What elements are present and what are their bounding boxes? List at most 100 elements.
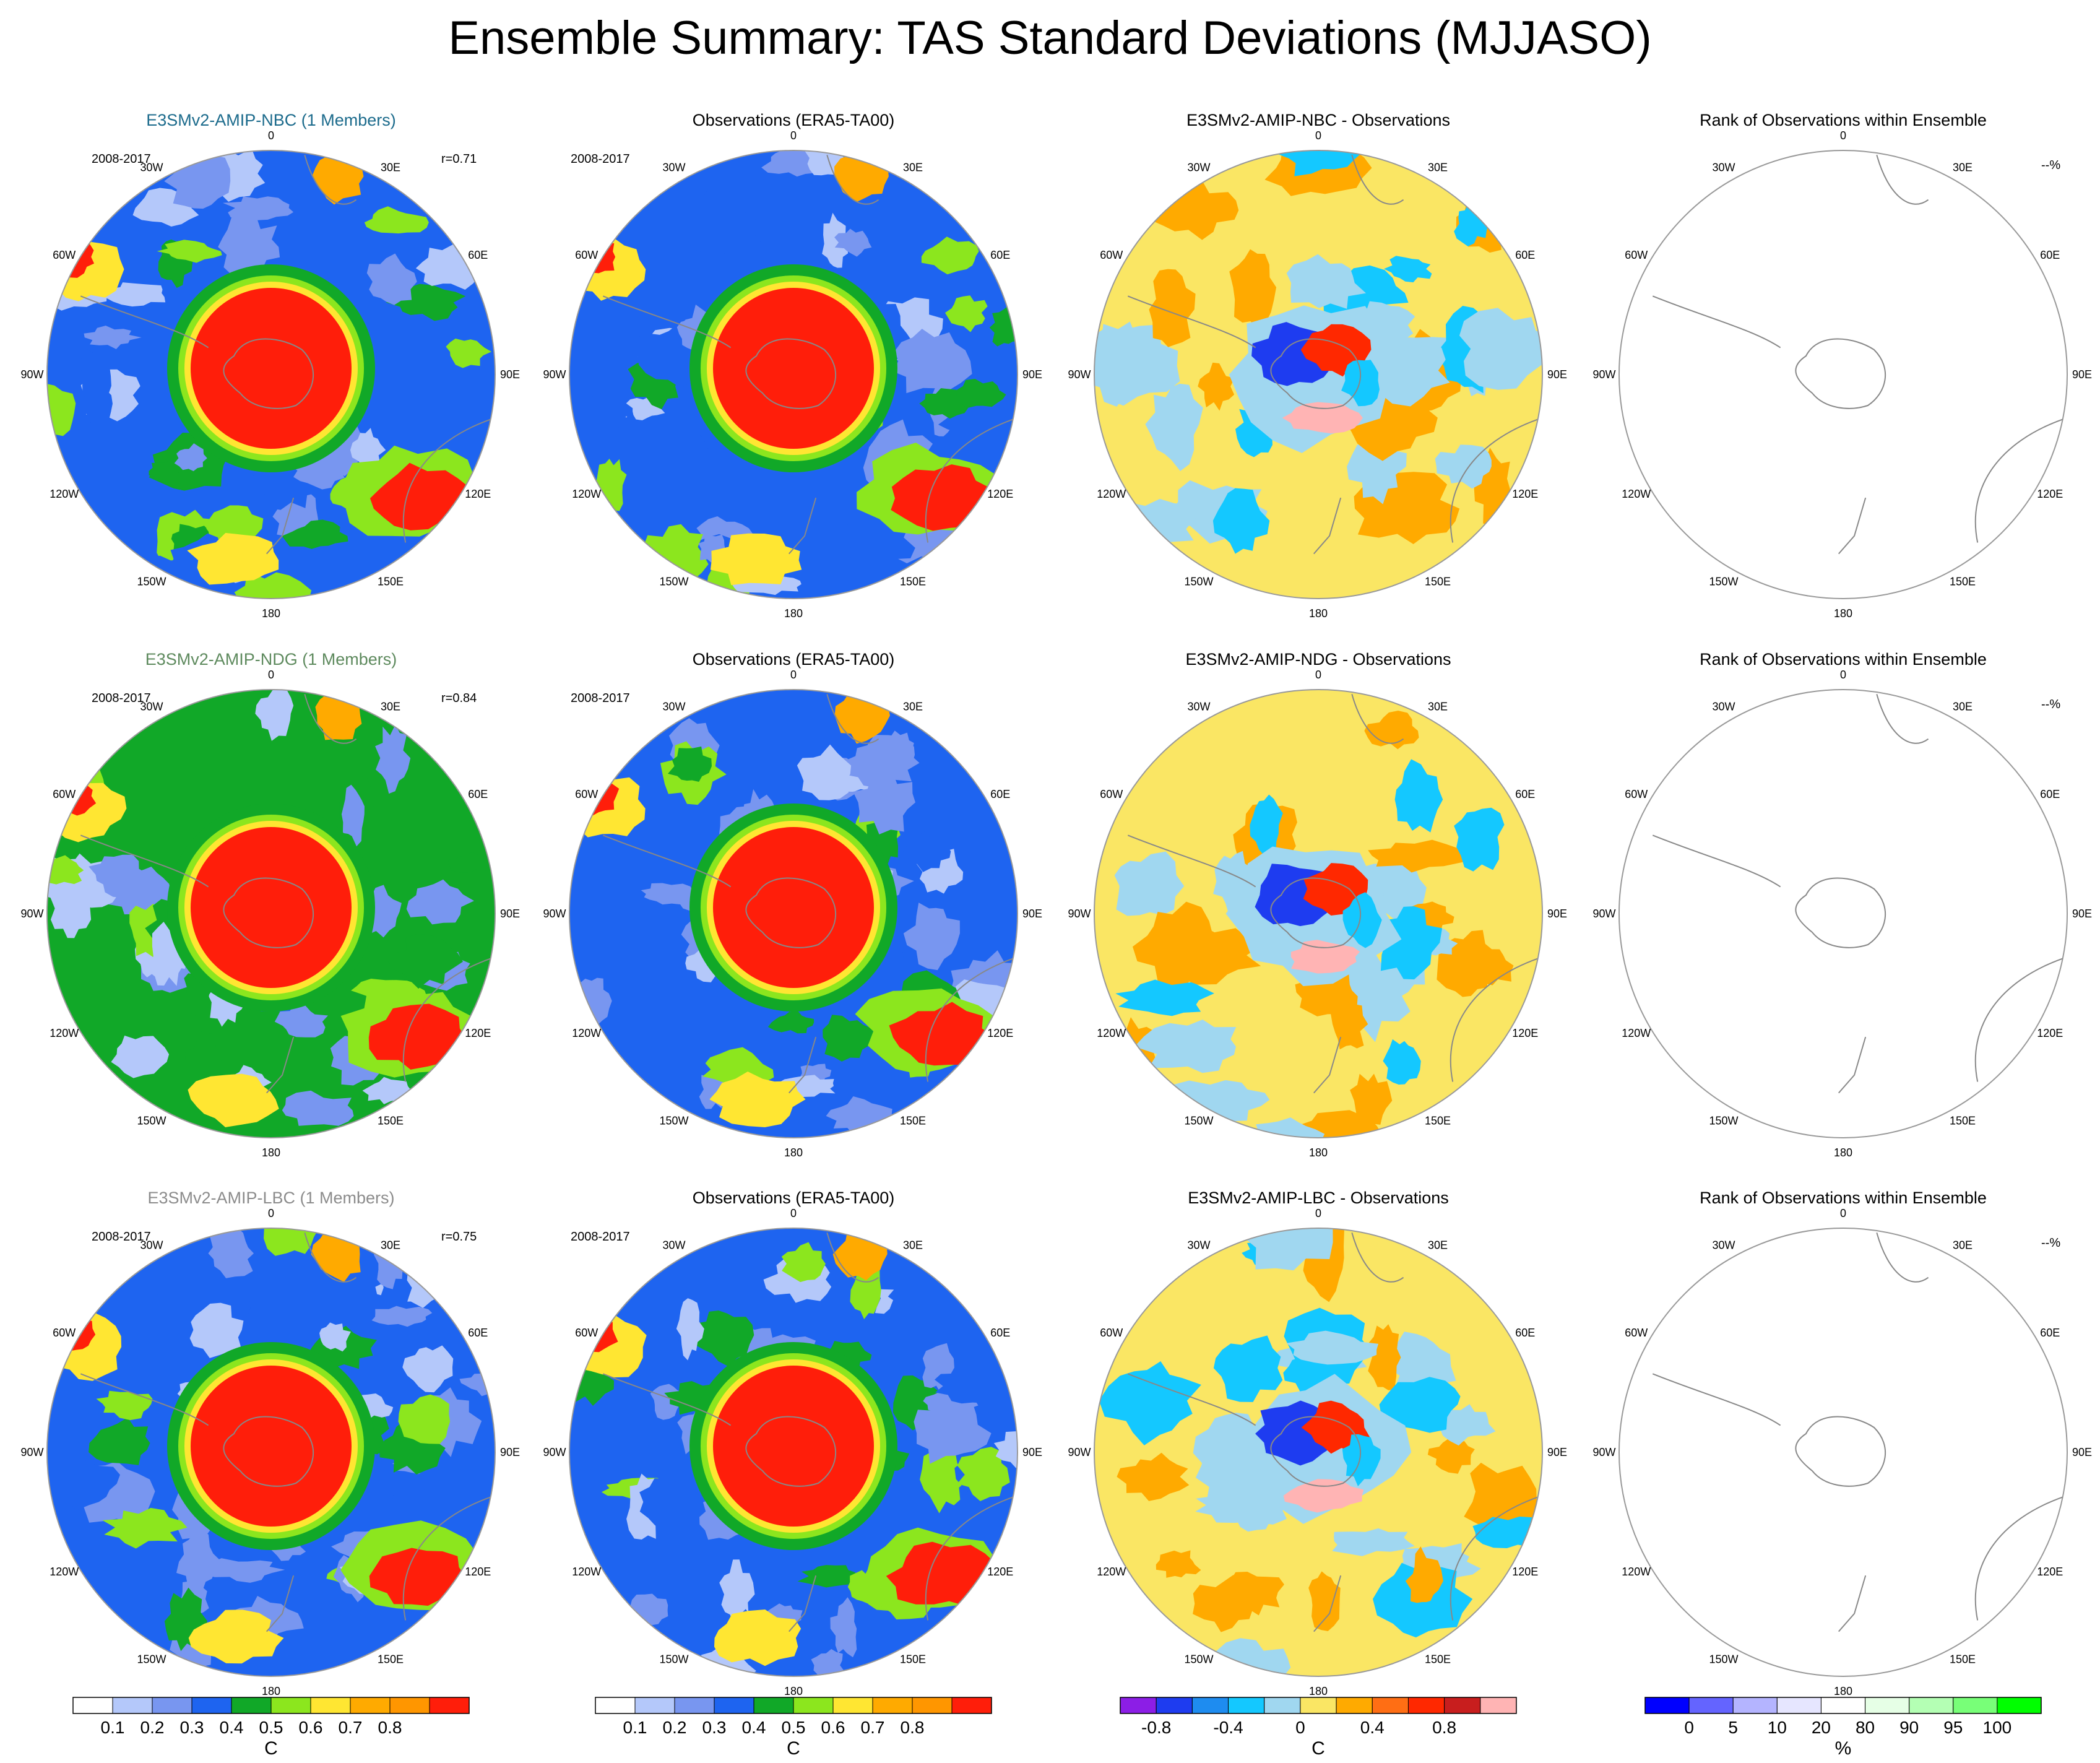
contour-region bbox=[189, 1302, 244, 1358]
colorbar-swatch bbox=[350, 1697, 391, 1714]
lon-label-150w: 150W bbox=[137, 1114, 166, 1127]
coastline-africa bbox=[1351, 154, 1404, 205]
contour-region bbox=[204, 1558, 285, 1583]
lon-label-180: 180 bbox=[1834, 1685, 1852, 1697]
colorbar-tick-label: 5 bbox=[1728, 1718, 1738, 1737]
lon-label-60e: 60E bbox=[468, 249, 488, 261]
lon-label-120e: 120E bbox=[987, 1566, 1013, 1578]
coastline-new-zealand bbox=[789, 497, 817, 555]
contour-region bbox=[188, 1073, 279, 1128]
lon-label-150e: 150E bbox=[900, 1114, 926, 1127]
lon-label-150w: 150W bbox=[1709, 1114, 1738, 1127]
correlation-label: r=0.84 bbox=[441, 691, 477, 705]
lon-label-90e: 90E bbox=[1022, 368, 1042, 381]
lon-label-120e: 120E bbox=[2037, 1566, 2063, 1578]
coastline-australia bbox=[402, 418, 491, 543]
lon-label-150w: 150W bbox=[1184, 1653, 1213, 1665]
coastline-south-america bbox=[1127, 834, 1256, 888]
contour-region bbox=[1212, 488, 1270, 554]
coastline-south-america bbox=[1652, 295, 1781, 349]
contour-region bbox=[89, 1417, 150, 1465]
contour-region bbox=[668, 746, 712, 782]
lon-label-60w: 60W bbox=[575, 788, 598, 800]
lon-label-150e: 150E bbox=[900, 1653, 926, 1665]
contour-region bbox=[1459, 308, 1542, 390]
coastline-antarctica bbox=[745, 1416, 836, 1487]
contour-region bbox=[834, 228, 872, 257]
period-label: 2008-2017 bbox=[92, 1230, 151, 1244]
map-field bbox=[569, 1228, 1018, 1676]
colorbar-tick-label: 100 bbox=[1983, 1718, 2012, 1737]
lon-label-120w: 120W bbox=[1097, 1566, 1126, 1578]
colorbar-tick-label: 0.5 bbox=[782, 1718, 806, 1737]
coastline-antarctica bbox=[1795, 338, 1886, 409]
contour-region bbox=[188, 1609, 284, 1664]
contour-region bbox=[185, 1031, 222, 1088]
coastline-australia bbox=[1974, 418, 2063, 543]
contour-region bbox=[761, 150, 820, 177]
contour-region bbox=[714, 1609, 802, 1666]
colorbar-swatch bbox=[1120, 1697, 1157, 1714]
contour-region bbox=[1282, 402, 1363, 434]
colorbar-tick-label: -0.4 bbox=[1213, 1718, 1243, 1737]
contour-region bbox=[388, 933, 463, 989]
lon-label-90w: 90W bbox=[543, 368, 566, 381]
lon-label-0: 0 bbox=[268, 1207, 274, 1219]
lon-label-120w: 120W bbox=[1097, 1027, 1126, 1039]
lon-label-0: 0 bbox=[1840, 669, 1846, 681]
coastline-antarctica bbox=[745, 338, 836, 409]
lon-label-30e: 30E bbox=[1428, 1239, 1448, 1252]
lon-label-60e: 60E bbox=[1515, 788, 1535, 800]
contour-region bbox=[823, 1015, 875, 1062]
map-background bbox=[1618, 1228, 2068, 1677]
colorbar-tick-label: 0.1 bbox=[623, 1718, 647, 1737]
lon-label-90e: 90E bbox=[500, 368, 520, 381]
contour-region bbox=[187, 532, 279, 585]
map-field bbox=[47, 1228, 495, 1676]
colorbar-swatch bbox=[1228, 1697, 1265, 1714]
lon-label-120e: 120E bbox=[465, 1027, 491, 1039]
lon-label-0: 0 bbox=[790, 669, 797, 681]
panel-rank: Rank of Observations within Ensemble --% 0… bbox=[1592, 1189, 2092, 1697]
colorbar-tick-label: 0.6 bbox=[299, 1718, 323, 1737]
polar-core bbox=[713, 1366, 874, 1527]
contour-region bbox=[1290, 940, 1360, 974]
lon-label-30w: 30W bbox=[140, 162, 163, 174]
map-field bbox=[1094, 690, 1542, 1138]
contour-region bbox=[1145, 383, 1203, 472]
coastline-south-america bbox=[1127, 1373, 1256, 1426]
contour-region bbox=[47, 1455, 120, 1510]
colorbar-frame bbox=[595, 1697, 992, 1714]
contour-region bbox=[174, 443, 207, 472]
lon-label-90e: 90E bbox=[1547, 907, 1567, 920]
colorbar-swatch bbox=[1776, 1697, 1821, 1714]
lon-label-120e: 120E bbox=[1512, 1027, 1538, 1039]
colorbar-frame bbox=[1120, 1697, 1517, 1714]
colorbar-tick-label: 0.1 bbox=[101, 1718, 125, 1737]
contour-region bbox=[691, 1310, 754, 1367]
contour-region bbox=[391, 1483, 438, 1509]
coastline-australia bbox=[925, 1496, 1014, 1621]
map-border bbox=[569, 1228, 1018, 1677]
lon-label-150e: 150E bbox=[1950, 1653, 1976, 1665]
lon-label-150e: 150E bbox=[1950, 575, 1976, 587]
colorbar-tick-label: 80 bbox=[1856, 1718, 1875, 1737]
lon-label-180: 180 bbox=[784, 607, 803, 620]
panel-title: Observations (ERA5-TA00) bbox=[693, 1189, 895, 1207]
lon-label-120w: 120W bbox=[50, 1566, 79, 1578]
map-background bbox=[1618, 150, 2068, 599]
contour-region bbox=[375, 724, 411, 794]
coastline-australia bbox=[1450, 958, 1539, 1082]
lon-label-120e: 120E bbox=[465, 1566, 491, 1578]
colorbar-tick-label: 0.4 bbox=[742, 1718, 766, 1737]
lon-label-120e: 120E bbox=[987, 488, 1013, 500]
contour-region bbox=[1198, 362, 1235, 411]
contour-region bbox=[993, 1430, 1018, 1472]
colorbar-tick-label: 0.8 bbox=[901, 1718, 925, 1737]
polar-core bbox=[191, 288, 352, 449]
map-field bbox=[569, 690, 1018, 1138]
rank-value-label: --% bbox=[2041, 698, 2060, 711]
colorbar-swatch bbox=[634, 1697, 675, 1714]
lon-label-30w: 30W bbox=[1712, 162, 1735, 174]
lon-label-180: 180 bbox=[262, 607, 280, 620]
